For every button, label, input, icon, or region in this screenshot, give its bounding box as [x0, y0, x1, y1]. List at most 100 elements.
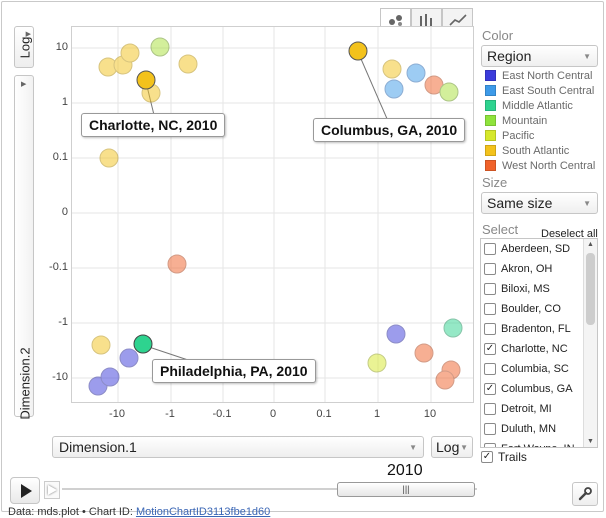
bubble[interactable] — [439, 82, 459, 102]
select-item-label: Bradenton, FL — [501, 323, 571, 335]
legend-item[interactable]: Pacific — [485, 128, 595, 143]
select-list-item[interactable]: Columbia, SC — [481, 359, 597, 379]
select-list-item[interactable]: Akron, OH — [481, 259, 597, 279]
line-chart-tab[interactable] — [442, 8, 473, 31]
select-scrollbar[interactable]: ▲ ▼ — [583, 239, 597, 447]
legend-item[interactable]: East South Central — [485, 83, 595, 98]
scroll-up-icon[interactable]: ▲ — [587, 241, 594, 248]
select-item-label: Columbus, GA — [501, 383, 573, 395]
bubble[interactable] — [119, 348, 139, 368]
chevron-down-icon: ▼ — [460, 443, 468, 452]
bubble[interactable] — [167, 254, 187, 274]
select-list-item[interactable]: Bradenton, FL — [481, 319, 597, 339]
playback-speed-control[interactable] — [44, 481, 60, 499]
x-scale-dropdown[interactable]: Log ▼ — [431, 436, 473, 458]
legend-swatch — [485, 100, 496, 111]
bubble[interactable] — [382, 59, 402, 79]
legend-item[interactable]: West North Central — [485, 158, 595, 173]
legend-swatch — [485, 85, 496, 96]
chevron-right-icon: ▶ — [25, 31, 31, 38]
select-list-item[interactable]: Detroit, MI — [481, 399, 597, 419]
bubble[interactable] — [435, 370, 455, 390]
color-dropdown[interactable]: Region ▼ — [481, 45, 598, 67]
x-tick-label: 0.1 — [316, 408, 332, 420]
y-field-dropdown[interactable]: ▶ Dimension.2 — [14, 75, 34, 420]
columbus-bubble[interactable] — [348, 41, 368, 61]
y-tick-label: -0.1 — [49, 261, 68, 273]
legend-item[interactable]: East North Central — [485, 68, 595, 83]
y-tick-label: 0 — [61, 206, 68, 218]
bar-chart-tab[interactable] — [411, 8, 442, 31]
select-checkbox[interactable] — [484, 283, 496, 295]
x-field-label: Dimension.1 — [59, 439, 137, 455]
x-field-dropdown[interactable]: Dimension.1 ▼ — [52, 436, 424, 458]
charlotte-label[interactable]: Charlotte, NC, 2010 — [81, 113, 226, 137]
y-scale-dropdown[interactable]: ▶ Log — [14, 26, 34, 68]
bubble[interactable] — [443, 318, 463, 338]
play-button[interactable] — [10, 477, 40, 504]
trails-toggle[interactable]: ✓ Trails — [481, 450, 527, 464]
chart-id-link[interactable]: MotionChartID3113fbe1d60 — [135, 506, 271, 518]
legend-label: East North Central — [502, 69, 593, 82]
bubble[interactable] — [367, 353, 387, 373]
select-list-item[interactable]: ✓ Columbus, GA — [481, 379, 597, 399]
select-checkbox[interactable] — [484, 263, 496, 275]
timeline-slider-handle[interactable]: ||| — [337, 482, 475, 497]
select-checkbox[interactable] — [484, 323, 496, 335]
bubble-chart-tab[interactable] — [380, 8, 411, 31]
legend-item[interactable]: Middle Atlantic — [485, 98, 595, 113]
scrollbar-thumb[interactable] — [586, 253, 595, 325]
legend-item[interactable]: South Atlantic — [485, 143, 595, 158]
bubble[interactable] — [178, 54, 198, 74]
x-scale-label: Log — [436, 439, 460, 455]
size-dropdown[interactable]: Same size ▼ — [481, 192, 598, 214]
select-list-item[interactable]: Aberdeen, SD — [481, 239, 597, 259]
select-checkbox[interactable] — [484, 443, 496, 447]
bar-chart-icon — [419, 14, 432, 26]
plot-area[interactable] — [71, 26, 474, 403]
select-list-item[interactable]: ✓ Charlotte, NC — [481, 339, 597, 359]
bubble[interactable] — [120, 43, 140, 63]
bubble[interactable] — [91, 335, 111, 355]
philadelphia-label[interactable]: Philadelphia, PA, 2010 — [152, 359, 316, 383]
select-checkbox[interactable] — [484, 423, 496, 435]
select-checkbox[interactable] — [484, 403, 496, 415]
select-checkbox[interactable] — [484, 243, 496, 255]
legend-item[interactable]: Mountain — [485, 113, 595, 128]
bubble[interactable] — [384, 79, 404, 99]
legend-label: Mountain — [502, 114, 548, 127]
select-list-item[interactable]: Duluth, MN — [481, 419, 597, 439]
select-list-item[interactable]: Biloxi, MS — [481, 279, 597, 299]
select-item-label: Columbia, SC — [501, 363, 569, 375]
line-chart-icon — [448, 14, 467, 26]
legend-label: West North Central — [502, 159, 596, 172]
select-checkbox[interactable] — [484, 303, 496, 315]
bubble[interactable] — [414, 343, 434, 363]
select-checkbox[interactable] — [484, 363, 496, 375]
bubble[interactable] — [150, 37, 170, 57]
select-checkbox[interactable]: ✓ — [484, 343, 496, 355]
select-list-item[interactable]: Fort Wayne, IN — [481, 439, 597, 447]
scroll-down-icon[interactable]: ▼ — [587, 438, 594, 445]
philadelphia-bubble[interactable] — [133, 334, 153, 354]
legend-swatch — [485, 145, 496, 156]
bubble[interactable] — [406, 63, 426, 83]
columbus-label[interactable]: Columbus, GA, 2010 — [313, 118, 466, 142]
bubble[interactable] — [386, 324, 406, 344]
trails-checkbox[interactable]: ✓ — [481, 451, 493, 463]
select-checkbox[interactable]: ✓ — [484, 383, 496, 395]
timeline-track[interactable] — [62, 488, 477, 490]
bubble[interactable] — [99, 148, 119, 168]
chevron-down-icon: ▼ — [583, 52, 591, 61]
settings-button[interactable] — [572, 482, 598, 506]
legend-label: Middle Atlantic — [502, 99, 573, 112]
bubble[interactable] — [100, 367, 120, 387]
select-list-item[interactable]: Boulder, CO — [481, 299, 597, 319]
deselect-all-link[interactable]: Deselect all — [541, 228, 598, 240]
wrench-icon — [578, 487, 592, 501]
trail-bubbles — [88, 37, 463, 396]
chevron-right-icon: ▶ — [21, 81, 27, 88]
size-dropdown-value: Same size — [487, 195, 553, 211]
charlotte-bubble[interactable] — [136, 70, 156, 90]
select-list[interactable]: Aberdeen, SD Akron, OH Biloxi, MS Boulder, … — [480, 238, 598, 448]
